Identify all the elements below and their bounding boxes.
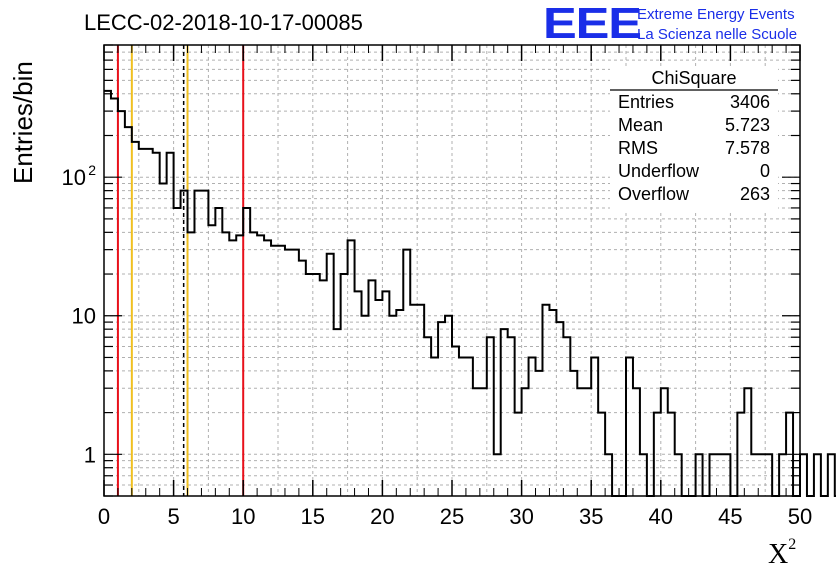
x-tick-label: 10 xyxy=(231,504,255,529)
stats-row-label: Mean xyxy=(618,115,663,135)
x-tick-label: 40 xyxy=(649,504,673,529)
y-tick-label: 1 xyxy=(84,442,96,467)
x-axis-label-superscript: 2 xyxy=(788,536,797,553)
stats-row-label: Entries xyxy=(618,92,674,112)
x-tick-label: 30 xyxy=(509,504,533,529)
stats-row-value: 7.578 xyxy=(725,138,770,158)
y-tick-label: 10 xyxy=(62,165,86,190)
stats-row-value: 3406 xyxy=(730,92,770,112)
histogram-series xyxy=(104,89,836,497)
x-axis-label-text: X xyxy=(768,539,789,570)
y-tick-label-exponent: 2 xyxy=(88,162,96,178)
x-tick-label: 50 xyxy=(788,504,812,529)
logo-line1: Extreme Energy Events xyxy=(637,6,795,23)
x-tick-label: 35 xyxy=(579,504,603,529)
x-tick-label: 20 xyxy=(370,504,394,529)
stats-header: ChiSquare xyxy=(651,68,736,88)
x-tick-label: 0 xyxy=(98,504,110,529)
stats-row-label: Underflow xyxy=(618,161,700,181)
x-axis-label: X2 xyxy=(768,536,796,571)
x-tick-label: 5 xyxy=(167,504,179,529)
x-tick-label: 25 xyxy=(440,504,464,529)
stats-row-value: 5.723 xyxy=(725,115,770,135)
stats-box: ChiSquare Entries 3406 Mean 5.723 RMS 7.578 Und… xyxy=(610,66,778,211)
x-tick-label: 15 xyxy=(301,504,325,529)
chart-title: LECC-02-2018-10-17-00085 xyxy=(84,10,363,35)
x-tick-label: 45 xyxy=(718,504,742,529)
y-tick-label: 10 xyxy=(72,304,96,329)
reference-lines xyxy=(116,45,245,496)
stats-row-label: RMS xyxy=(618,138,658,158)
stats-row-value: 0 xyxy=(760,161,770,181)
stats-row-label: Overflow xyxy=(618,184,690,204)
logo-mark: EEE xyxy=(543,0,642,48)
logo-line2: La Scienza nelle Scuole xyxy=(637,26,798,43)
stats-row-value: 263 xyxy=(740,184,770,204)
